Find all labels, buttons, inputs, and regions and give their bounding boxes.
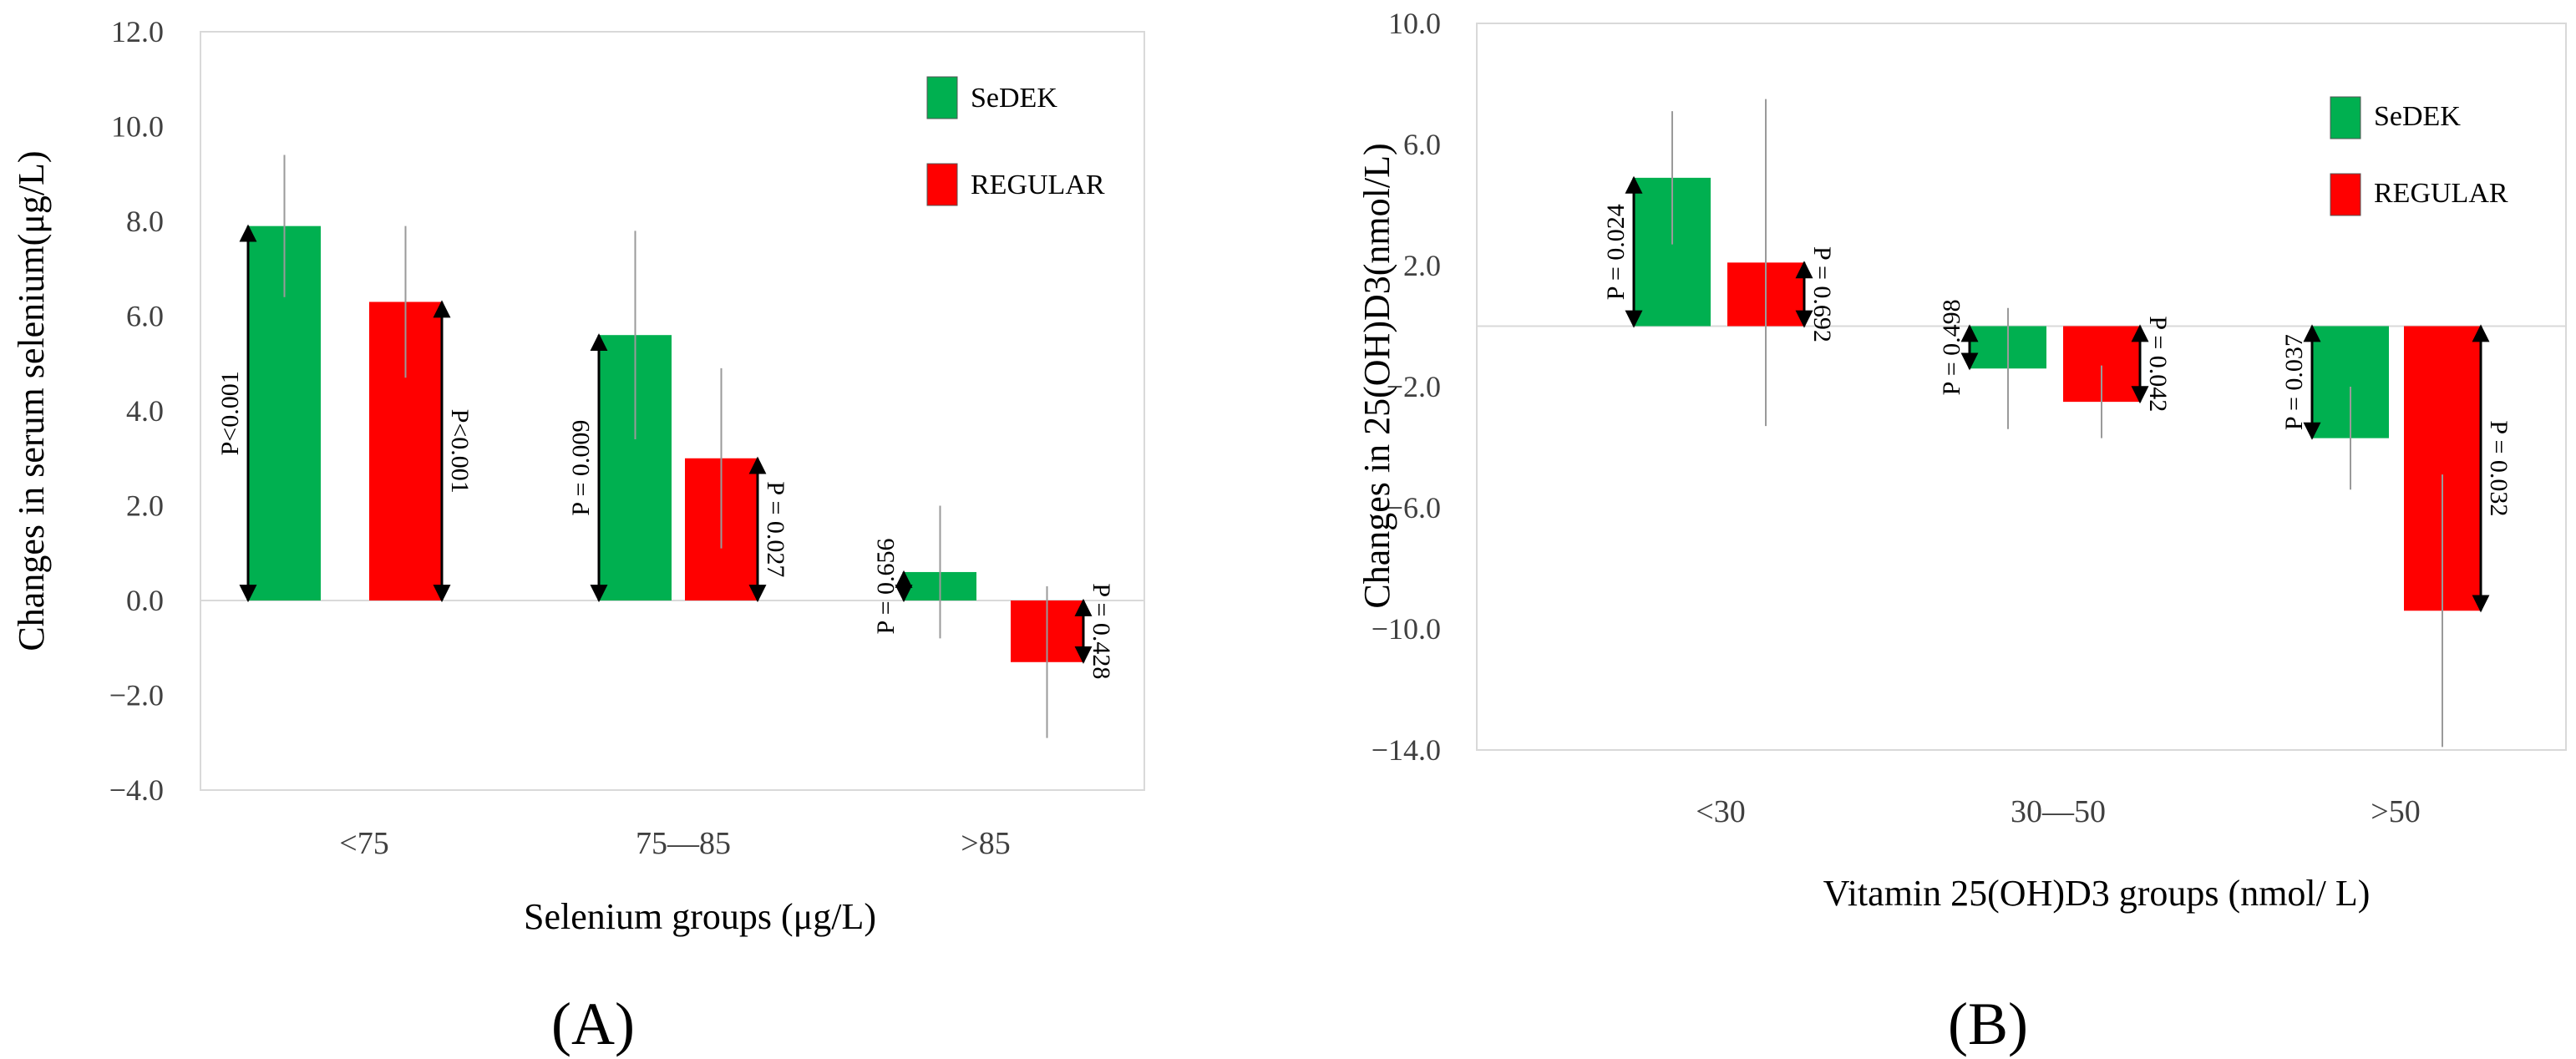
y-tick-label: −2.0 xyxy=(1387,370,1441,403)
legend-swatch-regular xyxy=(926,163,958,206)
y-axis-title: Changes in serum selenium(μg/L) xyxy=(11,150,52,651)
x-axis-title: Vitamin 25(OH)D3 groups (nmol/ L) xyxy=(1823,873,2371,914)
p-value-label: P<0.001 xyxy=(216,371,244,455)
panel-label-b: (B) xyxy=(1948,991,2028,1057)
y-axis-title: Changes in 25(OH)D3(nmol/L) xyxy=(1356,143,1397,608)
p-value-label: P = 0.027 xyxy=(762,481,789,577)
y-tick-label: 10.0 xyxy=(111,110,164,144)
y-tick-label: 2.0 xyxy=(126,489,164,523)
plot-frame xyxy=(200,31,1145,791)
y-tick-label: 8.0 xyxy=(126,205,164,238)
y-tick-label: −14.0 xyxy=(1372,733,1441,767)
legend-swatch-sedek xyxy=(2330,96,2361,139)
panel-label-a: (A) xyxy=(551,991,635,1057)
panel-b-chart: 10.0 6.0 2.0 −2.0 −6.0 −10.0 −14.0 P = 0.024 P … xyxy=(1356,7,2567,1057)
y-tick-label: 6.0 xyxy=(1403,128,1441,161)
y-tick-label: 10.0 xyxy=(1388,7,1441,40)
y-tick-label: −6.0 xyxy=(1387,491,1441,524)
x-category-label: <75 xyxy=(339,826,388,861)
plot-frame xyxy=(1476,23,2567,751)
p-value-label: P = 0.009 xyxy=(567,420,595,516)
y-tick-label: 6.0 xyxy=(126,300,164,333)
y-tick-label: 4.0 xyxy=(126,394,164,428)
x-category-label: >50 xyxy=(2371,794,2420,829)
legend-swatch-sedek xyxy=(926,76,958,119)
y-tick-label: −10.0 xyxy=(1372,612,1441,646)
legend-label-sedek: SeDEK xyxy=(2374,101,2461,132)
y-tick-label: 0.0 xyxy=(126,584,164,617)
p-value-label: P = 0.037 xyxy=(2280,334,2308,430)
x-category-label: >85 xyxy=(961,826,1010,861)
legend-swatch-regular xyxy=(2330,173,2361,216)
x-axis-title: Selenium groups (μg/L) xyxy=(524,896,876,937)
y-tick-label: −4.0 xyxy=(109,773,164,807)
legend: SeDEK REGULAR xyxy=(2330,96,2508,216)
p-value-label: P = 0.656 xyxy=(872,538,900,634)
p-value-label: P = 0.428 xyxy=(1088,583,1115,679)
p-value-label: P = 0.024 xyxy=(1602,204,1630,300)
p-value-label: P = 0.042 xyxy=(2144,316,2172,412)
p-value-label: P = 0.498 xyxy=(1938,299,1965,395)
legend-label-regular: REGULAR xyxy=(971,170,1105,200)
y-tick-label: −2.0 xyxy=(109,679,164,712)
x-category-label: 75—85 xyxy=(636,826,731,861)
y-tick-label: 2.0 xyxy=(1403,249,1441,282)
x-category-label: 30—50 xyxy=(2011,794,2106,829)
x-category-label: <30 xyxy=(1696,794,1745,829)
p-value-label: P<0.001 xyxy=(446,409,474,494)
legend-label-sedek: SeDEK xyxy=(971,83,1057,114)
y-tick-label: 12.0 xyxy=(111,15,164,48)
p-value-label: P = 0.692 xyxy=(1808,246,1836,342)
panel-a-chart: 12.0 10.0 8.0 6.0 4.0 2.0 0.0 −2.0 −4.0 P<0.001 P… xyxy=(11,15,1145,1057)
p-value-label: P = 0.032 xyxy=(2485,420,2513,516)
legend-label-regular: REGULAR xyxy=(2374,178,2508,209)
legend: SeDEK REGULAR xyxy=(926,76,1105,206)
